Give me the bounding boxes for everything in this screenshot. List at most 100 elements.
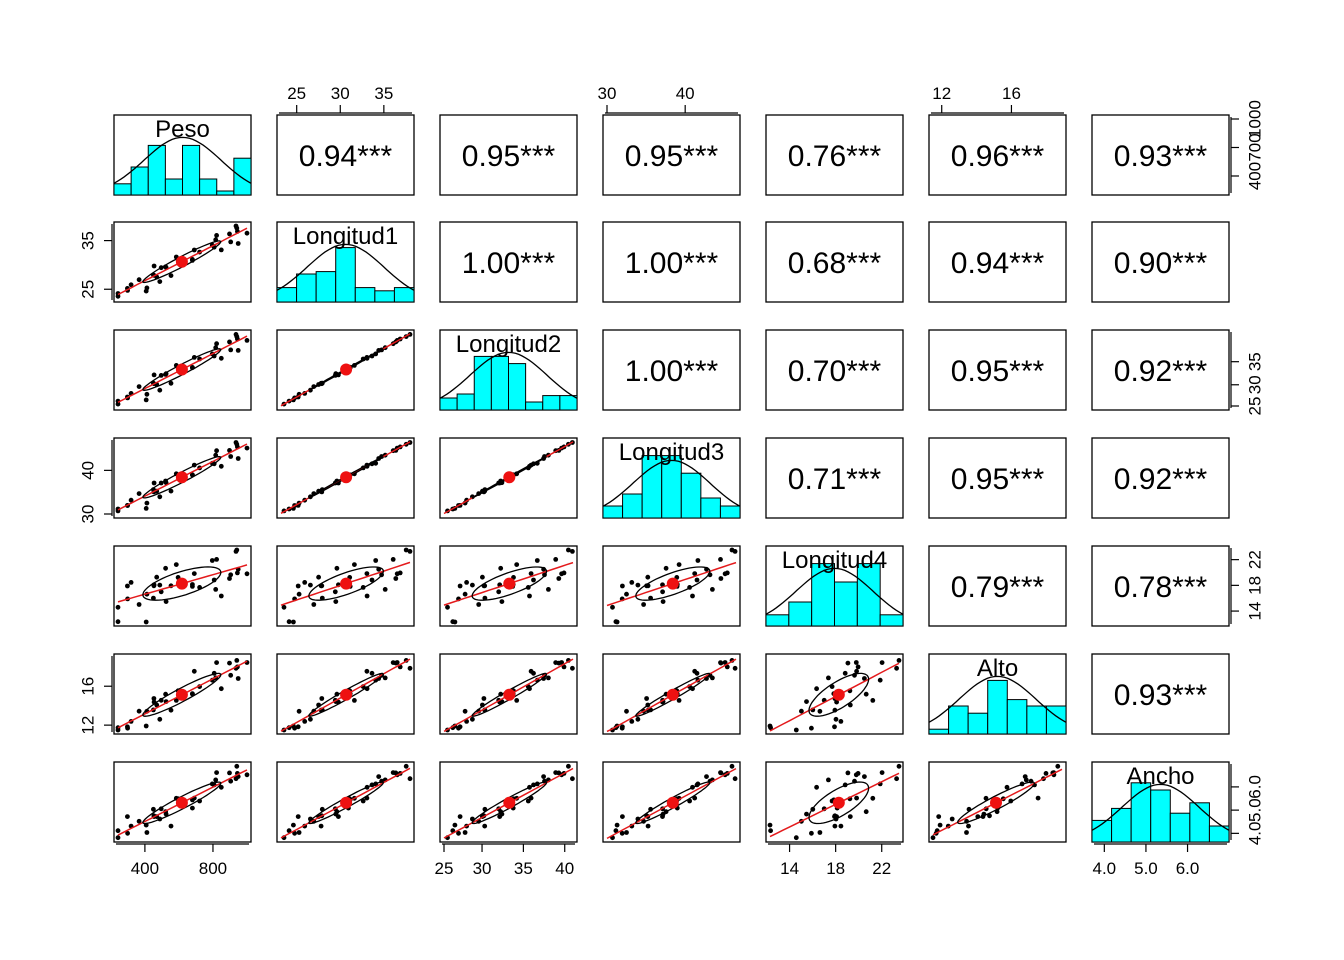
data-point	[614, 822, 620, 828]
data-point	[235, 241, 241, 246]
axis-Alto-top: 12 16	[931, 84, 1064, 114]
tick-label: 700	[1246, 133, 1265, 161]
tick-label: 5.0	[1246, 798, 1265, 822]
data-point	[125, 814, 130, 819]
data-point	[235, 570, 240, 576]
data-point	[1055, 763, 1061, 769]
variable-name-Longitud3: Longitud3	[619, 439, 724, 466]
density-curve	[113, 136, 252, 184]
histogram-bar	[233, 157, 252, 196]
panel-Longitud3-Longitud1	[276, 437, 415, 519]
data-point	[1022, 774, 1028, 779]
data-point	[214, 341, 220, 347]
data-point	[660, 599, 666, 604]
mean-point	[503, 577, 516, 590]
tick-label: 30	[79, 505, 98, 524]
data-point	[218, 686, 224, 692]
data-point	[352, 562, 357, 567]
panel-Ancho-Alto	[928, 761, 1067, 843]
data-point	[244, 445, 250, 451]
data-point	[862, 774, 867, 779]
correlation-value: 0.93***	[1114, 679, 1208, 712]
mean-point	[340, 363, 353, 376]
data-point	[814, 784, 819, 790]
data-point	[566, 763, 571, 769]
data-point	[397, 570, 403, 576]
panel-frame	[1091, 437, 1230, 519]
data-point	[826, 675, 831, 681]
data-point	[894, 665, 899, 671]
data-point	[234, 763, 240, 769]
mean-point	[503, 796, 516, 809]
mean-point	[666, 688, 679, 701]
axis-Peso-bottom: 400 800	[116, 843, 249, 878]
data-point	[620, 814, 625, 819]
panel-Longitud2-Longitud2: Longitud2	[439, 329, 578, 411]
data-point	[732, 549, 738, 554]
mean-point	[666, 796, 679, 809]
data-point	[855, 771, 861, 776]
histogram-bar	[393, 287, 415, 303]
data-point	[541, 676, 546, 681]
correlation-value: 0.79***	[951, 571, 1045, 604]
data-point	[228, 672, 234, 678]
data-point	[235, 348, 241, 353]
data-point	[291, 619, 296, 625]
data-point	[804, 699, 809, 704]
panel-Longitud2-Longitud1	[276, 329, 415, 411]
panel-Longitud3-Longitud3: Longitud3	[602, 437, 741, 519]
histogram-bar	[1150, 789, 1171, 843]
tick-label: 30	[1246, 375, 1265, 394]
data-point	[842, 670, 848, 676]
data-point	[157, 582, 163, 588]
data-point	[894, 776, 899, 782]
panel-Peso-Longitud4: 0.76***	[765, 114, 904, 196]
panel-Alto-Alto: Alto	[928, 653, 1067, 735]
data-point	[826, 777, 831, 783]
data-point	[136, 277, 142, 283]
correlation-ellipse	[308, 781, 384, 825]
histogram-bar	[147, 144, 166, 196]
tick-label: 35	[79, 231, 98, 250]
data-point	[302, 580, 308, 585]
data-point	[125, 830, 130, 836]
panel-Peso-Longitud1: 0.94***	[276, 114, 415, 196]
correlation-value: 0.95***	[951, 463, 1045, 496]
mean-point	[175, 796, 188, 809]
correlation-value: 0.93***	[1114, 140, 1208, 173]
data-point	[838, 719, 844, 724]
data-point	[144, 830, 150, 835]
data-point	[481, 696, 487, 701]
data-point	[729, 763, 735, 769]
data-point	[281, 604, 287, 610]
data-point	[227, 770, 232, 776]
histogram-bar	[216, 190, 235, 196]
data-point	[390, 557, 396, 562]
tick-label: 35	[374, 84, 393, 103]
histogram-bar	[113, 183, 132, 196]
data-point	[168, 380, 174, 386]
panel-Longitud1-Longitud4: 0.68***	[765, 221, 904, 303]
correlation-value: 0.68***	[788, 247, 882, 280]
data-point	[227, 660, 232, 666]
histogram-bar	[335, 247, 356, 303]
data-point	[233, 440, 239, 445]
data-point	[218, 463, 224, 469]
data-point	[143, 506, 149, 511]
data-point	[173, 562, 179, 567]
data-point	[382, 587, 388, 592]
data-point	[168, 707, 174, 713]
panel-Alto-Longitud4	[765, 653, 904, 735]
correlation-ellipse	[635, 566, 711, 601]
data-point	[660, 589, 665, 595]
histogram-bar	[1189, 802, 1210, 843]
data-point	[336, 814, 341, 819]
data-point	[151, 595, 156, 601]
data-point	[214, 557, 220, 562]
data-point	[793, 835, 799, 841]
data-point	[470, 716, 475, 722]
tick-label: 40	[676, 84, 695, 103]
data-point	[227, 231, 232, 237]
data-point	[710, 587, 715, 592]
